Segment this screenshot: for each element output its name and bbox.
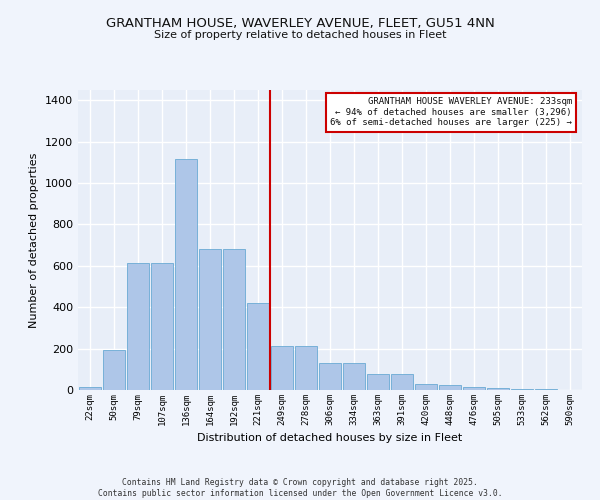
- Bar: [247, 303, 269, 390]
- Y-axis label: Number of detached properties: Number of detached properties: [29, 152, 40, 328]
- Text: GRANTHAM HOUSE, WAVERLEY AVENUE, FLEET, GU51 4NN: GRANTHAM HOUSE, WAVERLEY AVENUE, FLEET, …: [106, 18, 494, 30]
- Bar: [367, 374, 389, 390]
- Bar: [439, 385, 461, 390]
- Bar: [103, 350, 125, 390]
- Bar: [343, 363, 365, 390]
- Bar: [319, 363, 341, 390]
- Bar: [487, 388, 509, 390]
- Bar: [151, 263, 173, 390]
- X-axis label: Distribution of detached houses by size in Fleet: Distribution of detached houses by size …: [197, 434, 463, 444]
- Bar: [511, 389, 533, 390]
- Bar: [415, 384, 437, 390]
- Bar: [463, 387, 485, 390]
- Text: Size of property relative to detached houses in Fleet: Size of property relative to detached ho…: [154, 30, 446, 40]
- Bar: [295, 346, 317, 390]
- Bar: [79, 387, 101, 390]
- Bar: [199, 250, 221, 390]
- Text: Contains HM Land Registry data © Crown copyright and database right 2025.
Contai: Contains HM Land Registry data © Crown c…: [98, 478, 502, 498]
- Text: GRANTHAM HOUSE WAVERLEY AVENUE: 233sqm
← 94% of detached houses are smaller (3,2: GRANTHAM HOUSE WAVERLEY AVENUE: 233sqm ←…: [330, 98, 572, 128]
- Bar: [127, 263, 149, 390]
- Bar: [223, 250, 245, 390]
- Bar: [391, 374, 413, 390]
- Bar: [271, 346, 293, 390]
- Bar: [175, 160, 197, 390]
